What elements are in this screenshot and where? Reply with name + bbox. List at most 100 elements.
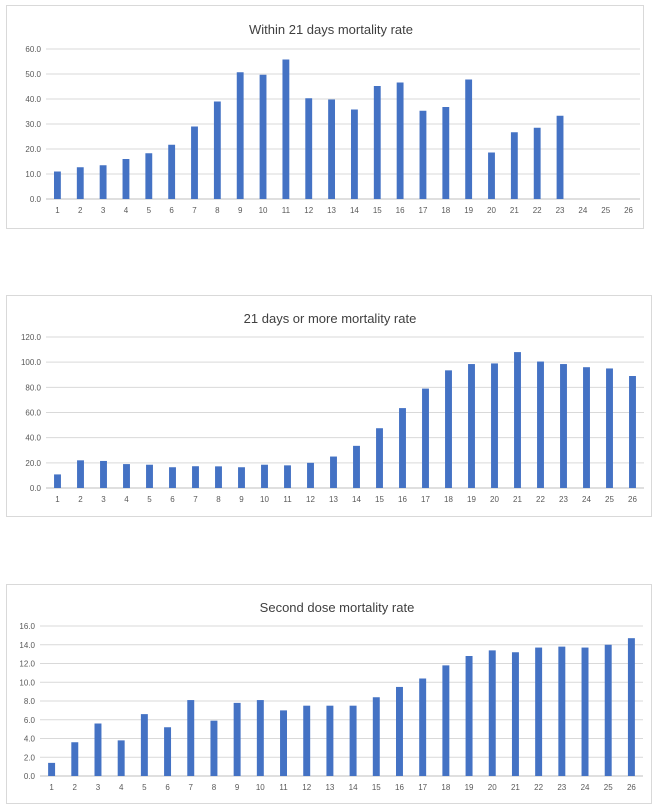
x-tick-label: 22 (534, 783, 543, 792)
x-tick-label: 20 (487, 206, 496, 215)
x-tick-label: 16 (398, 495, 407, 504)
x-tick-label: 13 (329, 495, 338, 504)
bar-11 (284, 465, 291, 488)
y-tick-label: 0.0 (30, 195, 42, 204)
bar-25 (604, 644, 612, 776)
y-tick-label: 16.0 (19, 622, 35, 631)
bar-17 (422, 388, 429, 488)
bar-3 (100, 460, 107, 488)
bar-24 (583, 367, 590, 488)
x-tick-label: 26 (627, 783, 636, 792)
x-tick-label: 1 (49, 783, 54, 792)
x-tick-label: 23 (556, 206, 565, 215)
bar-18 (442, 107, 450, 199)
bar-4 (123, 464, 130, 488)
x-tick-label: 21 (510, 206, 519, 215)
x-tick-label: 2 (78, 206, 83, 215)
bar-11 (280, 710, 287, 776)
bar-25 (606, 368, 613, 488)
x-tick-label: 6 (170, 495, 175, 504)
x-tick-label: 25 (601, 206, 610, 215)
x-tick-label: 19 (465, 783, 474, 792)
chart-title: Second dose mortality rate (260, 600, 415, 615)
bar-22 (535, 647, 543, 776)
x-tick-label: 22 (533, 206, 542, 215)
x-tick-label: 18 (441, 206, 450, 215)
21-days-or-more-chart: 21 days or more mortality rate 0.0 20.0 40… (21, 311, 644, 504)
bar-15 (376, 428, 383, 488)
bar-15 (373, 86, 381, 199)
bar-14 (349, 705, 357, 776)
bar-6 (169, 467, 176, 488)
bar-11 (282, 59, 290, 199)
x-tick-label: 10 (259, 206, 268, 215)
x-tick-label: 3 (101, 206, 106, 215)
bar-12 (303, 705, 311, 776)
bar-12 (305, 98, 313, 199)
x-tick-label: 13 (325, 783, 334, 792)
x-tick-label: 2 (78, 495, 83, 504)
y-tick-label: 2.0 (24, 753, 36, 762)
x-tick-label: 8 (216, 495, 221, 504)
x-tick-label: 5 (142, 783, 147, 792)
x-tick-label: 17 (418, 783, 427, 792)
y-tick-label: 8.0 (24, 697, 36, 706)
bar-21 (510, 132, 518, 199)
bar-16 (396, 686, 403, 776)
x-tick-label: 21 (513, 495, 522, 504)
x-tick-label: 24 (578, 206, 587, 215)
bar-9 (233, 702, 241, 776)
y-tick-label: 30.0 (25, 120, 41, 129)
bar-18 (445, 370, 452, 488)
x-tick-label: 22 (536, 495, 545, 504)
chart-title: 21 days or more mortality rate (244, 311, 417, 326)
x-tick-label: 25 (604, 783, 613, 792)
y-tick-label: 80.0 (25, 383, 41, 392)
bar-26 (627, 638, 635, 776)
bar-19 (465, 656, 473, 776)
bar-6 (168, 144, 176, 199)
bar-13 (326, 705, 334, 776)
x-tick-label: 19 (464, 206, 473, 215)
bar-14 (350, 109, 358, 199)
x-tick-label: 14 (349, 783, 358, 792)
y-tick-label: 4.0 (24, 735, 36, 744)
x-tick-label: 12 (306, 495, 315, 504)
bar-1 (54, 474, 61, 488)
bar-5 (145, 153, 153, 199)
y-tick-label: 60.0 (25, 409, 41, 418)
y-tick-label: 6.0 (24, 716, 36, 725)
x-tick-label: 10 (256, 783, 265, 792)
y-tick-label: 40.0 (25, 95, 41, 104)
bar-17 (419, 678, 427, 776)
x-tick-label: 7 (193, 495, 198, 504)
bar-10 (256, 700, 264, 776)
bar-3 (94, 723, 102, 776)
x-tick-label: 7 (189, 783, 194, 792)
bar-16 (399, 408, 406, 488)
x-tick-label: 9 (239, 495, 244, 504)
x-tick-label: 14 (352, 495, 361, 504)
x-tick-label: 26 (624, 206, 633, 215)
x-tick-label: 19 (467, 495, 476, 504)
bar-2 (77, 460, 84, 488)
within-21-days-chart-panel: Within 21 days mortality rate 0.0 10.0 20.… (6, 5, 644, 229)
x-tick-label: 15 (373, 206, 382, 215)
x-tick-label: 20 (488, 783, 497, 792)
bar-2 (76, 167, 84, 199)
bar-18 (442, 665, 450, 776)
y-tick-label: 60.0 (25, 45, 41, 54)
x-tick-label: 17 (419, 206, 428, 215)
x-tick-label: 21 (511, 783, 520, 792)
21-days-or-more-chart-panel: 21 days or more mortality rate 0.0 20.0 40… (6, 295, 652, 517)
x-tick-label: 11 (279, 783, 288, 792)
y-tick-label: 10.0 (25, 170, 41, 179)
x-tick-label: 15 (375, 495, 384, 504)
bar-26 (629, 376, 636, 488)
bar-13 (328, 99, 336, 199)
bar-14 (353, 445, 360, 488)
bar-21 (511, 652, 519, 776)
bar-6 (164, 727, 172, 776)
x-tick-label: 1 (55, 206, 60, 215)
bar-5 (140, 714, 148, 776)
